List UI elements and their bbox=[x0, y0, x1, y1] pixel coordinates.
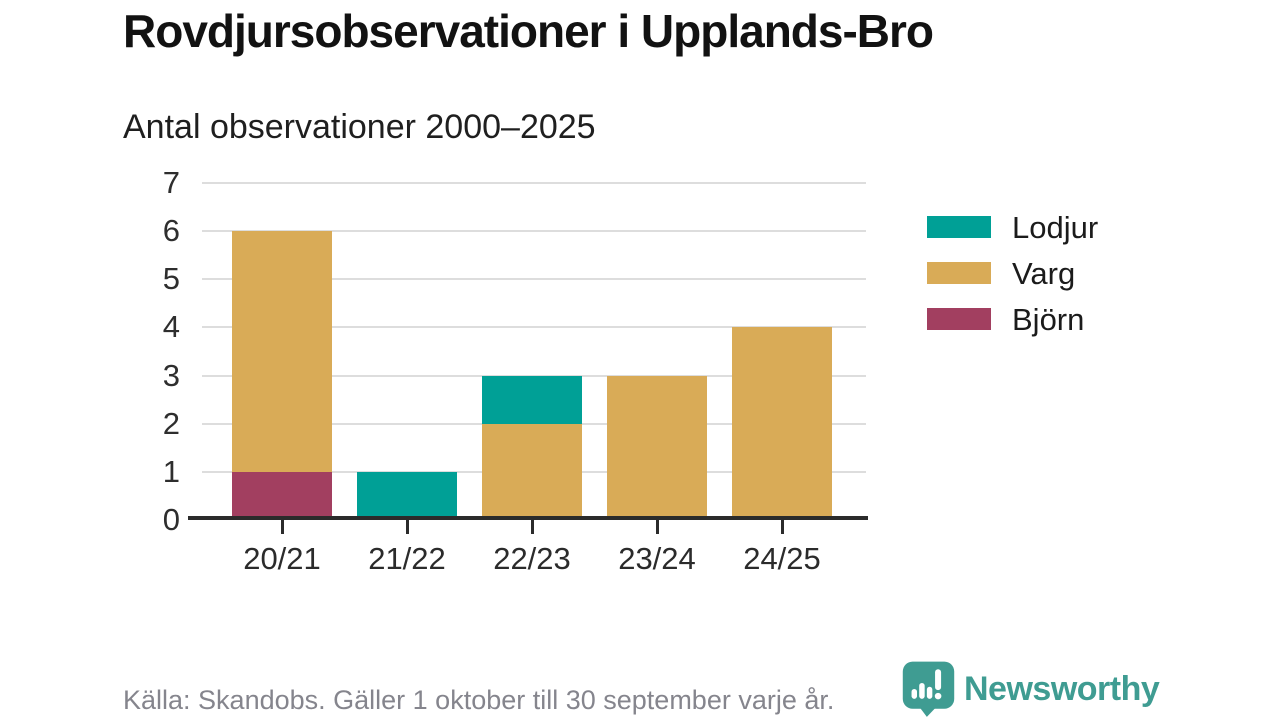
gridline bbox=[202, 182, 866, 184]
legend-label: Björn bbox=[1012, 301, 1085, 337]
legend-label: Lodjur bbox=[1012, 209, 1099, 245]
y-axis-tick-label: 5 bbox=[162, 261, 180, 297]
legend-item: Varg bbox=[927, 250, 1098, 296]
x-axis-tick-label: 22/23 bbox=[493, 541, 571, 576]
x-axis-tick-label: 24/25 bbox=[743, 541, 821, 576]
legend-swatch bbox=[927, 262, 991, 284]
x-axis-tick bbox=[280, 520, 284, 534]
plot-area: 0 1 2 3 4 5 6 7 20/21 21/22 22/23 23/24 24/25 bbox=[163, 167, 868, 574]
chart-subtitle: Antal observationer 2000–2025 bbox=[123, 108, 596, 146]
legend-item: Björn bbox=[927, 296, 1098, 342]
legend: Lodjur Varg Björn bbox=[927, 204, 1098, 342]
gridline bbox=[202, 230, 866, 233]
x-axis-tick-label: 23/24 bbox=[618, 541, 696, 576]
x-axis-tick-label: 21/22 bbox=[368, 541, 446, 576]
y-axis-tick-label: 6 bbox=[162, 213, 180, 249]
bar-segment bbox=[607, 375, 707, 520]
y-axis-tick-label: 3 bbox=[162, 357, 180, 393]
x-axis-tick bbox=[655, 520, 659, 534]
legend-swatch bbox=[927, 216, 991, 238]
bar-segment bbox=[482, 423, 582, 520]
newsworthy-logo-icon bbox=[902, 661, 955, 717]
bar-segment bbox=[482, 375, 582, 424]
x-axis-tick bbox=[530, 520, 534, 534]
newsworthy-logo-text: Newsworthy bbox=[964, 669, 1160, 708]
gridline bbox=[202, 326, 866, 329]
x-axis-tick bbox=[405, 520, 409, 534]
y-axis-tick-label: 0 bbox=[162, 501, 180, 537]
bar-segment bbox=[357, 471, 457, 520]
source-note: Källa: Skandobs. Gäller 1 oktober till 3… bbox=[123, 685, 835, 715]
chart-title: Rovdjursobservationer i Upplands-Bro bbox=[123, 5, 934, 57]
gridline bbox=[202, 278, 866, 281]
y-axis-tick-label: 1 bbox=[162, 453, 180, 489]
gridline bbox=[202, 374, 866, 377]
bar-segment bbox=[232, 231, 332, 472]
x-axis-tick-label: 20/21 bbox=[243, 541, 321, 576]
legend-swatch bbox=[927, 308, 991, 330]
y-axis-tick-label: 4 bbox=[162, 309, 180, 345]
x-axis-line bbox=[188, 516, 868, 520]
newsworthy-brand: Newsworthy bbox=[901, 660, 1160, 718]
y-axis-tick-label: 2 bbox=[162, 405, 180, 441]
x-axis-tick bbox=[780, 520, 784, 534]
legend-label: Varg bbox=[1012, 255, 1076, 291]
bar-segment bbox=[732, 327, 832, 520]
bar-segment bbox=[232, 471, 332, 520]
legend-item: Lodjur bbox=[927, 204, 1098, 250]
y-axis-tick-label: 7 bbox=[162, 164, 180, 200]
